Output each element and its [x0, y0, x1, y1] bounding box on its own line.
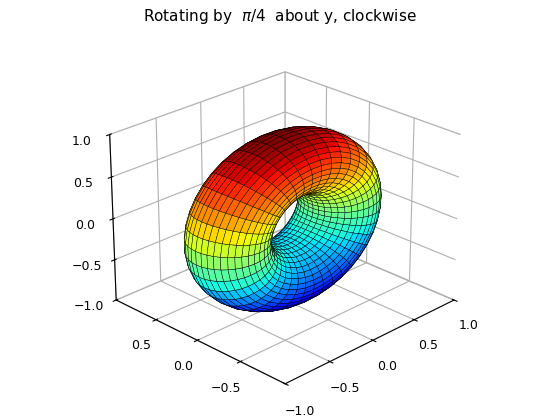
Title: Rotating by  $\pi$/4  about y, clockwise: Rotating by $\pi$/4 about y, clockwise: [143, 7, 417, 26]
